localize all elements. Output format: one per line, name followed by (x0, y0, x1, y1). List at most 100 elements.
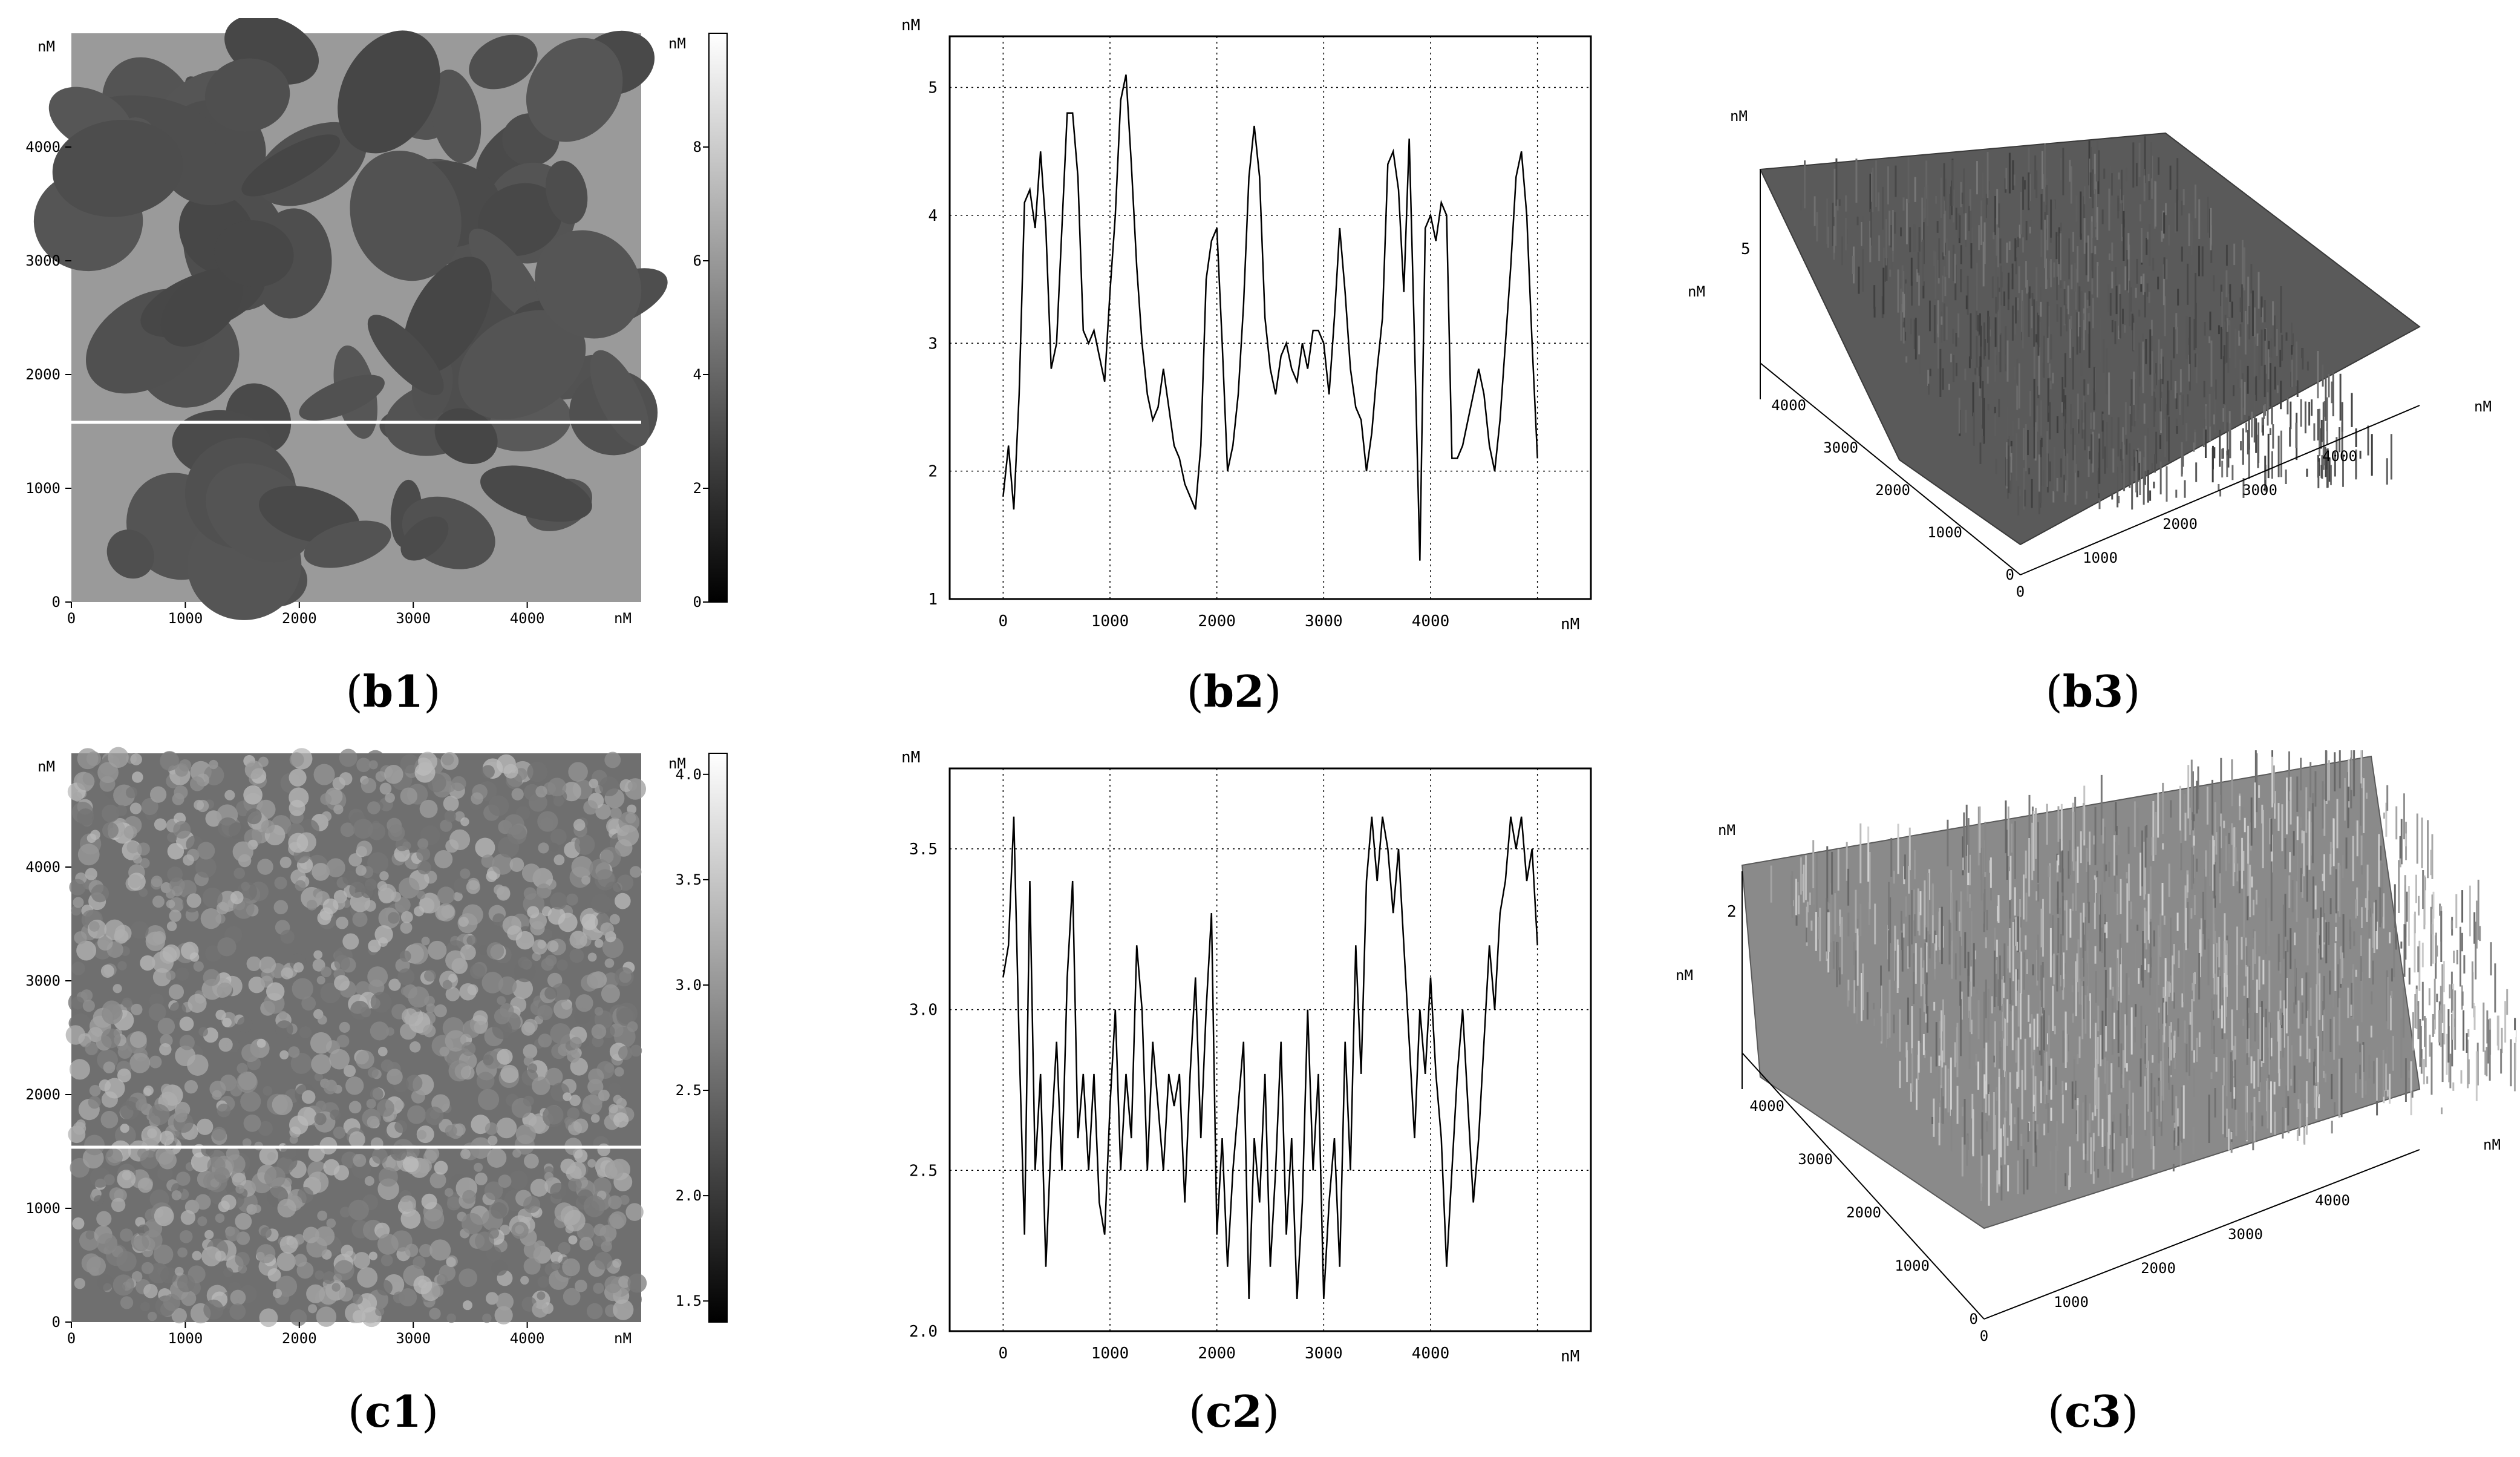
line-profile-b2: nM 1 2 3 4 5 0 1000 2000 3000 4000 nM (901, 16, 1592, 634)
b3-z-unit: nM (1730, 108, 1748, 125)
b3-surface-texture (1800, 136, 2392, 516)
b3-front-tick-label: 3000 (2242, 482, 2277, 499)
c3-z-unit: nM (1718, 822, 1735, 839)
c1-colorbar-unit: nM (668, 755, 686, 772)
c1-colorbar-tick-label: 1.5 (676, 1292, 702, 1309)
b2-x-unit: nM (1561, 615, 1579, 634)
b1-colorbar-tick-label: 8 (693, 139, 702, 156)
b3-left-tick-label: 2000 (1875, 482, 1910, 499)
b2-grid (950, 36, 1591, 600)
c2-x-tick-label: 3000 (1305, 1344, 1343, 1363)
b2-x-ticks: 0 1000 2000 3000 4000 (999, 612, 1450, 630)
c3-surface (1741, 755, 2421, 1229)
c1-y-tick-label: 1000 (25, 1200, 60, 1217)
b3-left-tick-label: 0 (2006, 566, 2014, 583)
b2-x-tick-label: 3000 (1305, 612, 1343, 630)
c3-front-tick-label: 1000 (2054, 1294, 2089, 1311)
b3-front-axis (2020, 405, 2420, 575)
caption-c2: (c2) (1188, 1386, 1280, 1437)
surface-3d-c3: nM 2 nM nM 0 1000 2000 3000 4000 0 1000 2000 30… (1676, 750, 2516, 1344)
c1-colorbar-tick-label: 2.0 (676, 1187, 702, 1204)
c1-colorbar-tick-label: 3.5 (676, 871, 702, 888)
c2-grid (950, 768, 1591, 1332)
b1-y-tick-label: 4000 (25, 139, 60, 156)
c2-y-tick-label: 2.0 (909, 1323, 938, 1341)
c2-y-ticks: 2.0 2.5 3.0 3.5 (909, 840, 938, 1341)
surface-3d-b3: nM 5 nM nM 0 1000 2000 3000 4000 0 1000 2000 30… (1688, 108, 2492, 600)
c2-x-unit: nM (1561, 1347, 1579, 1366)
c1-colorbar-tick-label: 4.0 (676, 766, 702, 783)
b2-x-tick-label: 1000 (1091, 612, 1129, 630)
c2-y-tick-label: 2.5 (909, 1162, 938, 1180)
b3-left-tick-label: 3000 (1823, 439, 1858, 456)
b2-y-unit: nM (901, 16, 920, 34)
c1-x-unit: nM (614, 1330, 632, 1347)
c2-y-tick-label: 3.0 (909, 1001, 938, 1020)
c3-left-tick-label: 1000 (1895, 1257, 1930, 1274)
c3-left-tick-label: 0 (1970, 1311, 1978, 1328)
b2-y-tick-label: 4 (928, 207, 938, 225)
c3-left-axis (1741, 1052, 1985, 1320)
c2-plot-frame (948, 767, 1592, 1332)
b1-colorbar-unit: nM (668, 35, 686, 52)
c3-front-ticks: 0 1000 2000 3000 4000 (1980, 1192, 2350, 1344)
b2-y-tick-label: 2 (928, 463, 938, 481)
b2-series-line (1002, 74, 1538, 561)
b3-front-tick-label: 4000 (2322, 448, 2357, 465)
c1-y-tick-label: 4000 (25, 859, 60, 876)
b1-x-ticks: 0 1000 2000 3000 4000 (67, 602, 545, 627)
b3-left-axis (1760, 362, 2021, 575)
c3-left-tick-label: 4000 (1749, 1098, 1784, 1115)
c3-left-tick-label: 3000 (1798, 1151, 1833, 1168)
b1-x-tick-label: 2000 (282, 610, 317, 627)
b3-front-tick-label: 2000 (2163, 516, 2198, 532)
b1-y-tick-label: 1000 (25, 480, 60, 497)
c2-y-unit: nM (901, 748, 920, 767)
b3-left-tick-label: 4000 (1771, 397, 1806, 414)
c1-x-tick-label: 2000 (282, 1330, 317, 1347)
b1-x-tick-label: 4000 (510, 610, 545, 627)
c1-colorbar (708, 753, 728, 1323)
caption-b3: (b3) (2045, 666, 2141, 717)
b2-y-ticks: 1 2 3 4 5 (928, 79, 938, 609)
b1-y-tick-label: 2000 (25, 366, 60, 383)
b3-z-value: 5 (1741, 240, 1751, 258)
c1-x-tick-label: 1000 (168, 1330, 203, 1347)
c1-x-tick-label: 0 (67, 1330, 76, 1347)
b2-x-tick-label: 4000 (1412, 612, 1450, 630)
c3-left-ticks: 0 1000 2000 3000 4000 (1749, 1098, 1978, 1328)
c1-grains (65, 747, 647, 1328)
b1-y-tick-label: 3000 (25, 252, 60, 269)
c1-colorbar-tick-label: 2.5 (676, 1082, 702, 1099)
b2-x-tick-label: 0 (999, 612, 1008, 630)
c3-front-tick-label: 4000 (2315, 1192, 2350, 1209)
b3-front-tick-label: 0 (2016, 583, 2025, 600)
b2-x-tick-label: 2000 (1198, 612, 1236, 630)
c1-y-tick-label: 0 (52, 1314, 60, 1331)
c1-colorbar-ticks: 1.5 2.0 2.5 3.0 3.5 4.0 (676, 766, 709, 1309)
c3-left-tick-label: 2000 (1846, 1204, 1881, 1221)
c1-y-unit: nM (38, 758, 55, 775)
b1-colorbar-tick-label: 6 (693, 252, 702, 269)
b1-x-unit: nM (614, 610, 632, 627)
c1-colorbar-tick-label: 3.0 (676, 977, 702, 994)
b3-left-tick-label: 1000 (1927, 524, 1962, 541)
c3-right-unit: nM (2483, 1136, 2501, 1153)
b1-y-unit: nM (38, 38, 55, 55)
b1-y-tick-label: 0 (52, 594, 60, 611)
b1-colorbar-ticks: 0 2 4 6 8 (693, 139, 709, 611)
c2-x-tick-label: 4000 (1412, 1344, 1450, 1363)
c2-y-tick-label: 3.5 (909, 840, 938, 859)
b3-left-ticks: 0 1000 2000 3000 4000 (1771, 397, 2014, 583)
c1-x-tick-label: 3000 (396, 1330, 431, 1347)
c1-y-ticks: 0 1000 2000 3000 4000 (25, 859, 71, 1331)
line-profile-c2: nM 2.0 2.5 3.0 3.5 0 1000 2000 3000 4000 nM (901, 748, 1592, 1366)
c2-series-line (1002, 816, 1538, 1299)
afm-image-c1: nM 1.5 2.0 2.5 3.0 3.5 4.0 nM 0 1000 2000 3000 40… (25, 747, 728, 1347)
c3-side-unit: nM (1676, 967, 1693, 984)
c3-front-tick-label: 3000 (2228, 1226, 2263, 1243)
c3-front-axis (1983, 1149, 2420, 1320)
c2-x-tick-label: 1000 (1091, 1344, 1129, 1363)
b1-colorbar (708, 33, 728, 603)
c3-z-value: 2 (1727, 903, 1737, 921)
